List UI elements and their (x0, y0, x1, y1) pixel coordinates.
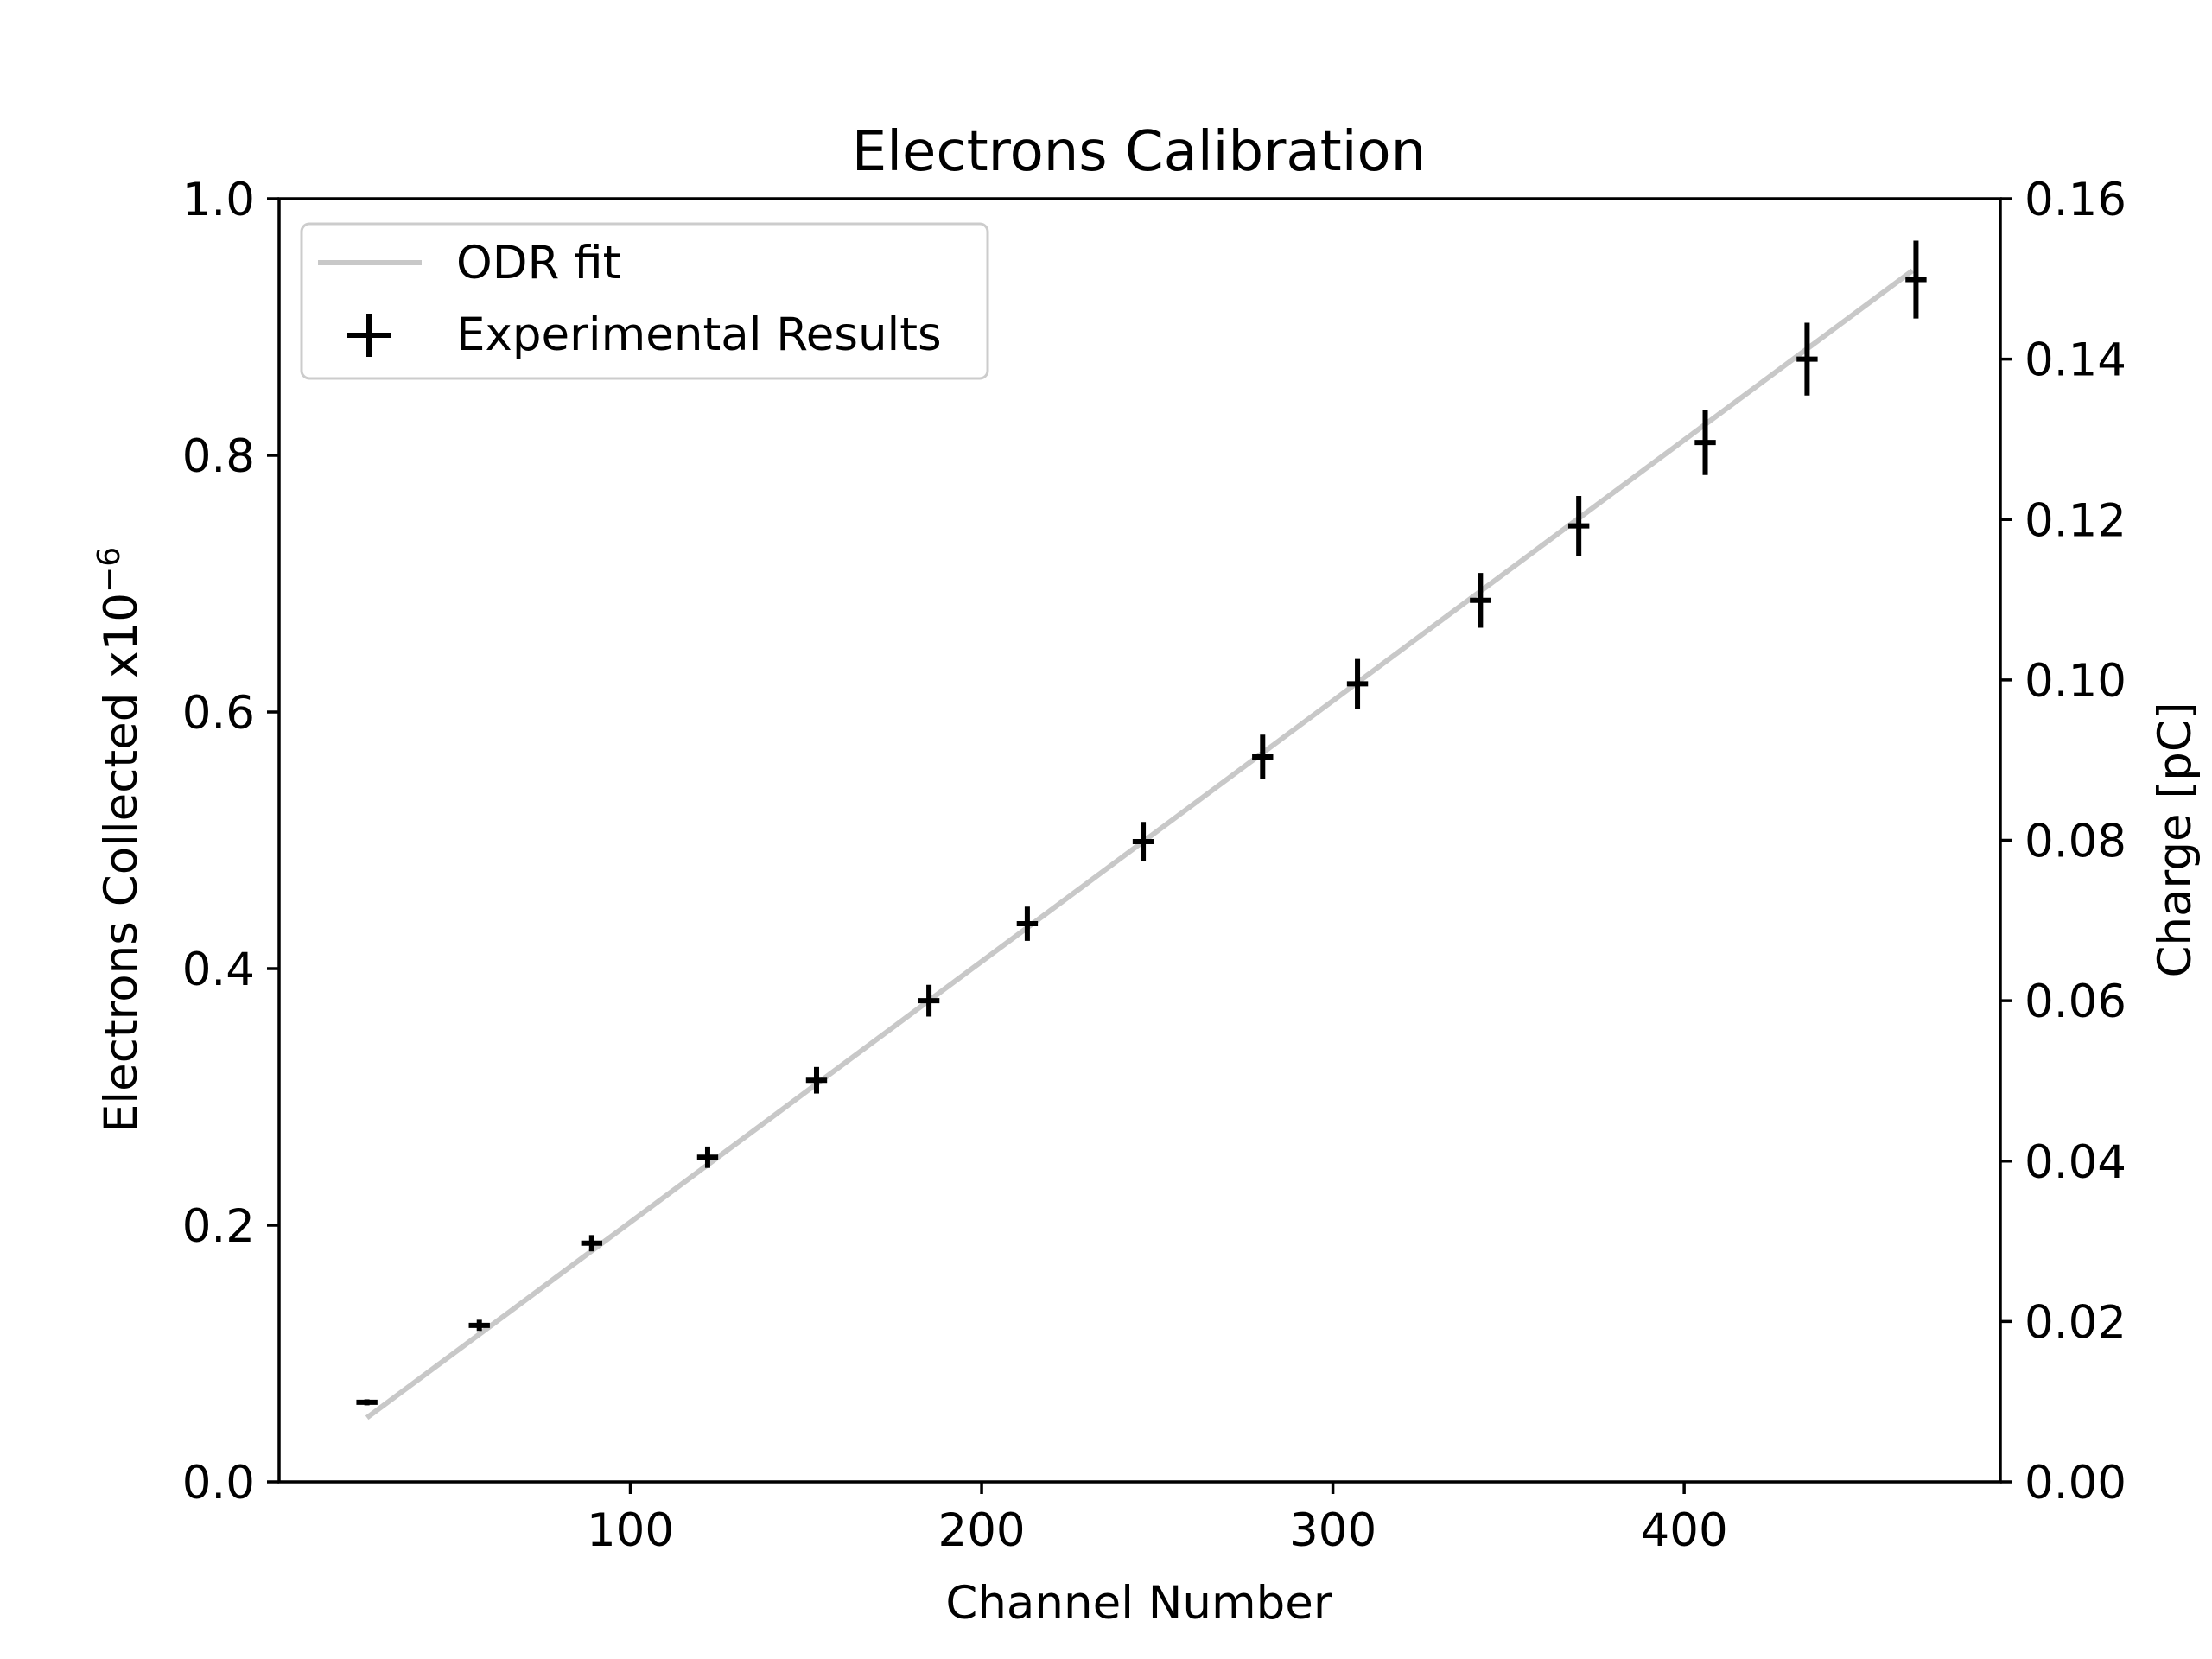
y-tick-label: 0.0 (182, 1457, 255, 1510)
legend-swatch-experimental-results (347, 314, 391, 357)
y-axis-label-exponent: −6 (92, 547, 127, 593)
plot-marks (356, 240, 1927, 1421)
data-point (468, 1319, 490, 1332)
legend-label-experimental-results: Experimental Results (456, 308, 942, 361)
data-point (1694, 410, 1716, 475)
legend-box (300, 222, 989, 380)
data-point (918, 984, 940, 1017)
x-tick-label: 300 (1289, 1504, 1376, 1557)
y-tick-label: 0.4 (182, 944, 255, 996)
x-axis: 100 200 300 400 (587, 1482, 1728, 1557)
y2-tick-label: 0.00 (2024, 1457, 2126, 1510)
y2-tick-label: 0.02 (2024, 1296, 2126, 1349)
y2-tick-label: 0.08 (2024, 816, 2126, 868)
y-axis-label: Electrons Collected x10−6 (92, 547, 149, 1133)
x-axis-label: Channel Number (945, 1577, 1332, 1630)
y2-tick-label: 0.16 (2024, 174, 2126, 226)
data-point (1905, 240, 1927, 319)
data-point (1132, 822, 1154, 861)
data-point (1470, 573, 1491, 628)
y2-axis-label: Charge [pC] (2149, 702, 2202, 977)
y-tick-label: 0.2 (182, 1200, 255, 1253)
data-point (1567, 496, 1590, 556)
data-point (1252, 734, 1274, 779)
y-axis-right: 0.00 0.02 0.04 0.06 0.08 0.10 0.12 0.14 0.16 (2000, 174, 2126, 1510)
y2-tick-label: 0.10 (2024, 655, 2126, 708)
y2-tick-label: 0.04 (2024, 1136, 2126, 1189)
data-point (581, 1235, 603, 1252)
chart-title: Electrons Calibration (852, 120, 1426, 184)
y-axis-left: 0.0 0.2 0.4 0.6 0.8 1.0 (182, 174, 279, 1510)
y-tick-label: 0.6 (182, 687, 255, 740)
data-point (356, 1399, 378, 1406)
data-point (805, 1066, 828, 1094)
y-axis-label-prefix: Electrons Collected x10 (95, 593, 148, 1133)
data-point (1796, 322, 1818, 396)
y2-tick-label: 0.14 (2024, 334, 2126, 387)
y-tick-label: 0.8 (182, 430, 255, 483)
data-point (696, 1146, 719, 1168)
y2-tick-label: 0.06 (2024, 976, 2126, 1028)
data-point (1016, 906, 1039, 941)
x-tick-label: 200 (938, 1504, 1025, 1557)
y-tick-label: 1.0 (182, 174, 255, 226)
data-point (1346, 658, 1369, 709)
legend-label-odr-fit: ODR fit (456, 237, 620, 289)
x-tick-label: 400 (1641, 1504, 1728, 1557)
y2-tick-label: 0.12 (2024, 494, 2126, 547)
x-tick-label: 100 (587, 1504, 674, 1557)
legend: ODR fit Experimental Results (300, 222, 989, 380)
